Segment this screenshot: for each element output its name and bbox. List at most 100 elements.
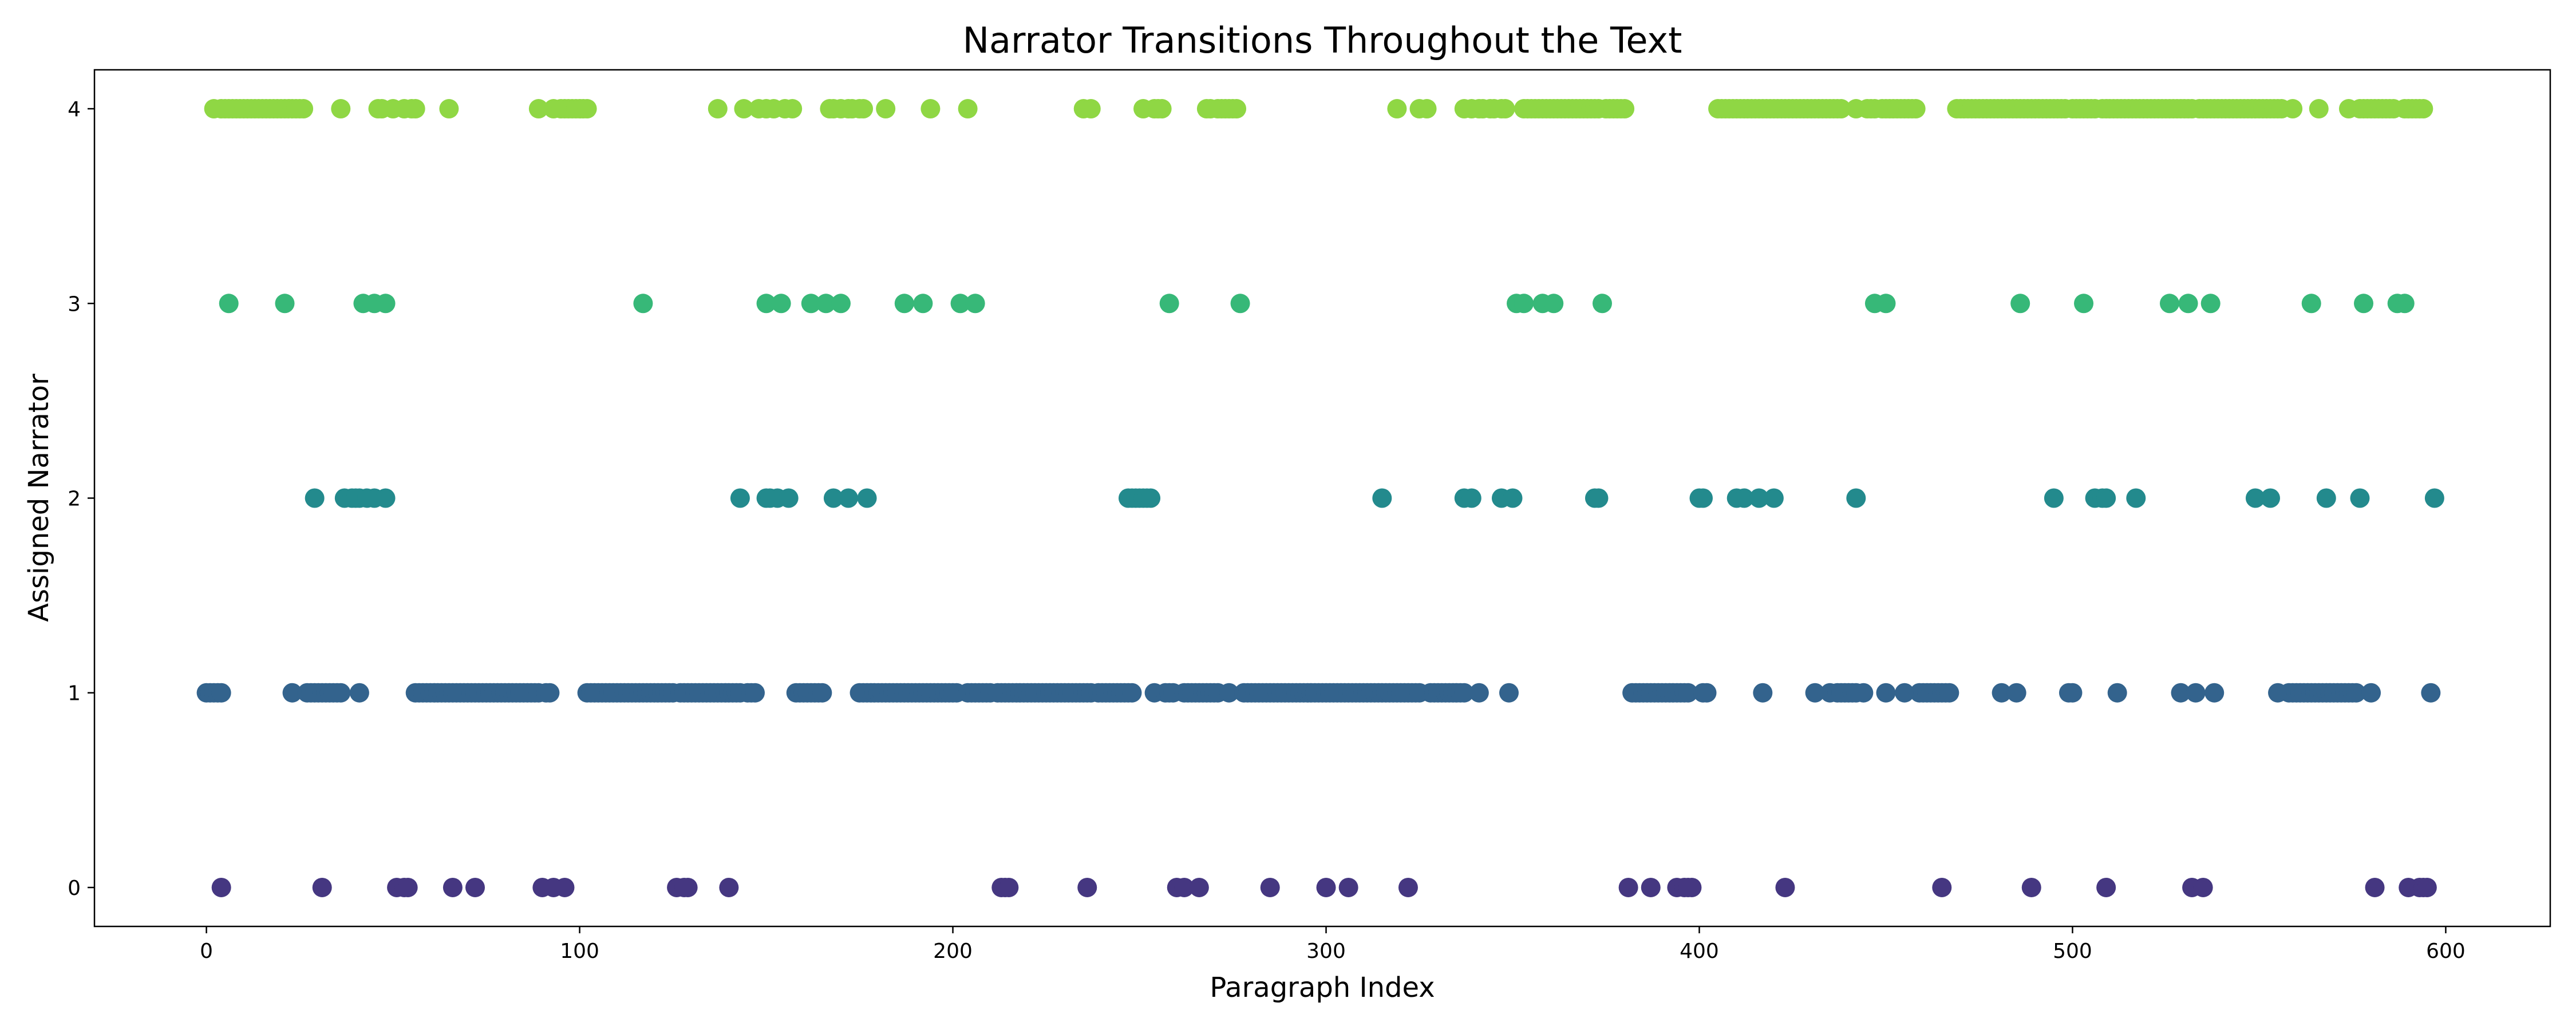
- data-point-narrator-0: [678, 877, 698, 897]
- data-point-narrator-4: [577, 99, 597, 119]
- data-point-narrator-1: [2204, 683, 2225, 703]
- data-point-narrator-3: [2200, 294, 2221, 314]
- data-point-narrator-1: [349, 683, 369, 703]
- data-point-narrator-0: [211, 877, 231, 897]
- data-point-narrator-4: [1387, 99, 1407, 119]
- data-point-narrator-3: [816, 294, 836, 314]
- data-point-narrator-4: [2413, 99, 2433, 119]
- y-tick-label: 1: [68, 682, 81, 706]
- data-point-narrator-3: [1876, 294, 1896, 314]
- data-point-narrator-3: [950, 294, 970, 314]
- data-point-narrator-3: [2395, 294, 2415, 314]
- data-point-narrator-4: [1906, 99, 1926, 119]
- data-point-narrator-4: [439, 99, 459, 119]
- data-point-narrator-2: [1372, 488, 1392, 508]
- data-point-narrator-0: [312, 877, 332, 897]
- data-point-narrator-0: [1189, 877, 1209, 897]
- data-point-narrator-4: [958, 99, 978, 119]
- data-point-narrator-3: [965, 294, 985, 314]
- data-point-narrator-1: [1753, 683, 1773, 703]
- data-point-narrator-0: [1174, 877, 1194, 897]
- data-point-narrator-3: [2159, 294, 2179, 314]
- data-point-narrator-0: [1775, 877, 1795, 897]
- data-point-narrator-4: [2283, 99, 2303, 119]
- x-tick-label: 0: [200, 940, 213, 963]
- data-point-narrator-0: [1077, 877, 1097, 897]
- data-point-narrator-2: [838, 488, 858, 508]
- x-axis-title: Paragraph Index: [1210, 972, 1435, 1004]
- data-point-narrator-1: [540, 683, 560, 703]
- data-point-narrator-0: [2021, 877, 2041, 897]
- data-point-narrator-0: [2417, 877, 2437, 897]
- data-point-narrator-3: [756, 294, 776, 314]
- y-axis-ticks: 0 1 2 3 4: [68, 98, 94, 900]
- data-point-narrator-2: [823, 488, 843, 508]
- data-points: [196, 99, 2444, 897]
- y-tick-label: 3: [68, 292, 81, 316]
- data-point-narrator-2: [1749, 488, 1769, 508]
- data-point-narrator-2: [2350, 488, 2370, 508]
- data-point-narrator-3: [2010, 294, 2030, 314]
- data-point-narrator-4: [1152, 99, 1172, 119]
- data-point-narrator-3: [771, 294, 791, 314]
- x-tick-label: 600: [2426, 940, 2466, 963]
- data-point-narrator-2: [1846, 488, 1866, 508]
- data-point-narrator-2: [376, 488, 396, 508]
- data-point-narrator-4: [1831, 99, 1851, 119]
- data-point-narrator-1: [1895, 683, 1915, 703]
- data-point-narrator-0: [1338, 877, 1358, 897]
- data-point-narrator-3: [1230, 294, 1250, 314]
- data-point-narrator-0: [1618, 877, 1638, 897]
- data-point-narrator-4: [1081, 99, 1101, 119]
- data-point-narrator-4: [294, 99, 314, 119]
- data-point-narrator-1: [2006, 683, 2026, 703]
- data-point-narrator-1: [211, 683, 231, 703]
- data-point-narrator-3: [801, 294, 821, 314]
- data-point-narrator-1: [1697, 683, 1717, 703]
- y-axis-title: Assigned Narrator: [23, 374, 55, 622]
- data-point-narrator-1: [812, 683, 832, 703]
- data-point-narrator-0: [1682, 877, 1702, 897]
- data-point-narrator-1: [2421, 683, 2441, 703]
- data-point-narrator-2: [1503, 488, 1523, 508]
- x-tick-label: 300: [1306, 940, 1346, 963]
- data-point-narrator-0: [1260, 877, 1280, 897]
- data-point-narrator-0: [442, 877, 463, 897]
- data-point-narrator-0: [999, 877, 1019, 897]
- x-tick-label: 200: [933, 940, 973, 963]
- data-point-narrator-3: [1159, 294, 1179, 314]
- data-point-narrator-4: [1417, 99, 1437, 119]
- data-point-narrator-1: [1678, 683, 1698, 703]
- data-point-narrator-4: [1615, 99, 1635, 119]
- data-point-narrator-0: [465, 877, 485, 897]
- data-point-narrator-4: [920, 99, 941, 119]
- data-point-narrator-1: [1876, 683, 1896, 703]
- data-point-narrator-2: [2245, 488, 2265, 508]
- data-point-narrator-1: [2346, 683, 2366, 703]
- data-point-narrator-4: [331, 99, 351, 119]
- data-point-narrator-3: [1592, 294, 1612, 314]
- data-point-narrator-2: [2261, 488, 2281, 508]
- data-point-narrator-1: [1454, 683, 1474, 703]
- data-point-narrator-4: [708, 99, 728, 119]
- data-point-narrator-2: [2424, 488, 2444, 508]
- data-point-narrator-1: [1939, 683, 1959, 703]
- data-point-narrator-2: [2044, 488, 2064, 508]
- data-point-narrator-0: [1641, 877, 1661, 897]
- data-point-narrator-1: [1805, 683, 1825, 703]
- data-point-narrator-3: [275, 294, 295, 314]
- data-point-narrator-3: [633, 294, 653, 314]
- data-point-narrator-2: [305, 488, 325, 508]
- data-point-narrator-2: [1461, 488, 1481, 508]
- data-point-narrator-1: [745, 683, 765, 703]
- data-point-narrator-1: [2107, 683, 2127, 703]
- data-point-narrator-2: [2096, 488, 2116, 508]
- data-point-narrator-1: [1122, 683, 1142, 703]
- data-point-narrator-3: [1544, 294, 1564, 314]
- data-point-narrator-2: [2126, 488, 2146, 508]
- data-point-narrator-3: [1514, 294, 1534, 314]
- data-point-narrator-4: [854, 99, 874, 119]
- data-point-narrator-4: [734, 99, 754, 119]
